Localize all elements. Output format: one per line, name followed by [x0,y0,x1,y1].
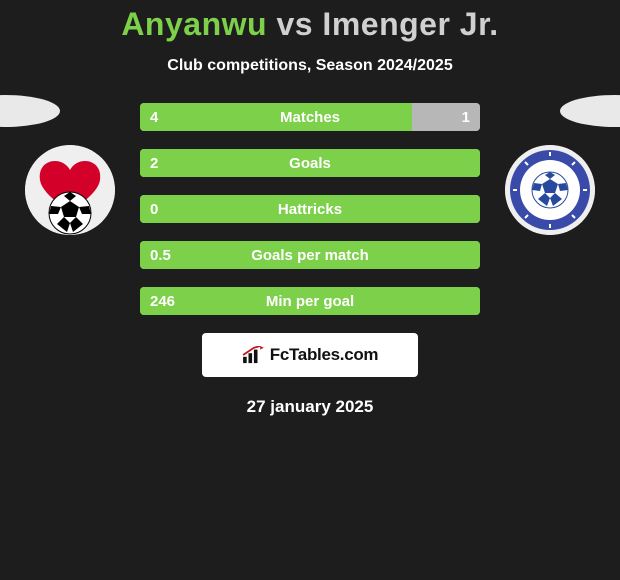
stat-label: Goals per match [140,241,480,269]
page-title: Anyanwu vs Imenger Jr. [0,0,620,43]
brand-text: FcTables.com [270,345,379,365]
title-left: Anyanwu [121,6,267,42]
stat-bars: 41Matches 2Goals 0Hattricks 0.5Goals per ma… [140,103,480,315]
brand-box: FcTables.com [202,333,418,377]
stat-row: 41Matches [140,103,480,131]
stat-label: Hattricks [140,195,480,223]
stat-row: 0.5Goals per match [140,241,480,269]
right-club-badge [505,145,595,235]
left-top-ellipse [0,95,60,127]
title-separator: vs [267,6,322,42]
right-top-ellipse [560,95,620,127]
stat-row: 246Min per goal [140,287,480,315]
left-club-badge [25,145,115,235]
stat-label: Matches [140,103,480,131]
brand-chart-icon [242,346,264,364]
comparison-area: 41Matches 2Goals 0Hattricks 0.5Goals per ma… [0,103,620,417]
title-right: Imenger Jr. [322,6,498,42]
stat-label: Goals [140,149,480,177]
stat-row: 0Hattricks [140,195,480,223]
subtitle: Club competitions, Season 2024/2025 [0,57,620,75]
stat-row: 2Goals [140,149,480,177]
stat-label: Min per goal [140,287,480,315]
date-text: 27 january 2025 [0,397,620,417]
